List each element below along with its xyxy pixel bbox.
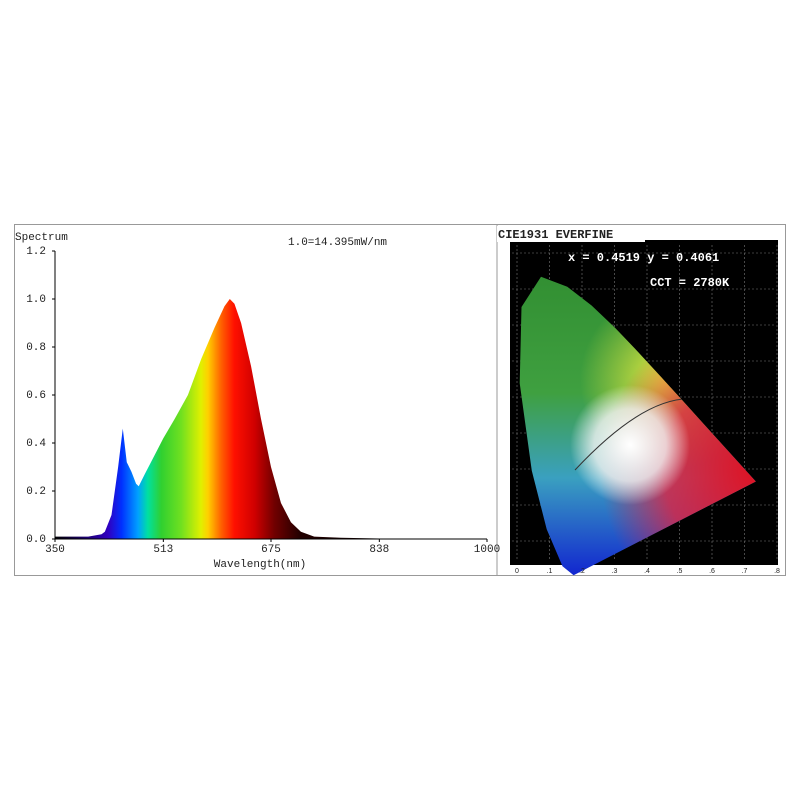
y-tick-label: .5 bbox=[499, 394, 505, 401]
y-tick-label: .1 bbox=[499, 538, 505, 545]
y-tick-label: 0.4 bbox=[26, 438, 46, 450]
spectrum-area bbox=[55, 299, 487, 539]
y-tick-label: 0.2 bbox=[26, 486, 46, 498]
x-tick-label: 513 bbox=[153, 544, 173, 556]
x-tick-label: .6 bbox=[709, 568, 715, 575]
x-tick-label: .2 bbox=[579, 568, 585, 575]
y-tick-label: .4 bbox=[499, 430, 505, 437]
y-tick-label: 0.0 bbox=[26, 534, 46, 546]
x-tick-label: .5 bbox=[677, 568, 683, 575]
chart-title: Spectrum bbox=[15, 232, 68, 244]
x-tick-label: .8 bbox=[774, 568, 780, 575]
x-tick-label: .7 bbox=[742, 568, 748, 575]
y-tick-label: .8 bbox=[499, 286, 505, 293]
x-tick-label: 1000 bbox=[474, 544, 500, 556]
x-tick-label: .4 bbox=[644, 568, 650, 575]
cie-title: CIE1931 EVERFINE bbox=[498, 228, 613, 242]
y-tick-label: .2 bbox=[499, 502, 505, 509]
x-tick-label: 0 bbox=[515, 568, 519, 575]
y-tick-label: 0.8 bbox=[26, 342, 46, 354]
y-tick-label: .3 bbox=[499, 466, 505, 473]
x-axis-label: Wavelength(nm) bbox=[214, 559, 306, 571]
cie-annotation: x = 0.4519 y = 0.4061 bbox=[568, 251, 719, 265]
y-tick-label: 1.0 bbox=[26, 294, 46, 306]
x-tick-label: 838 bbox=[369, 544, 389, 556]
x-tick-label: .1 bbox=[547, 568, 553, 575]
x-tick-label: 350 bbox=[45, 544, 65, 556]
y-tick-label: 0.6 bbox=[26, 390, 46, 402]
y-tick-label: .6 bbox=[499, 358, 505, 365]
cie-annotation: CCT = 2780K bbox=[650, 276, 730, 290]
spectrum-plot: 0.0 0.2 0.4 0.6 0.8 1.0 1.2 350 513 675 838 1000 bbox=[26, 246, 500, 556]
y-tick-label: 1.2 bbox=[26, 246, 46, 258]
x-tick-label: .3 bbox=[612, 568, 618, 575]
y-tick-label: .7 bbox=[499, 322, 505, 329]
x-tick-label: 675 bbox=[261, 544, 281, 556]
y-tick-label: .9 bbox=[499, 250, 505, 257]
title-box bbox=[497, 226, 645, 242]
annotation: 1.0=14.395mW/nm bbox=[288, 237, 387, 249]
